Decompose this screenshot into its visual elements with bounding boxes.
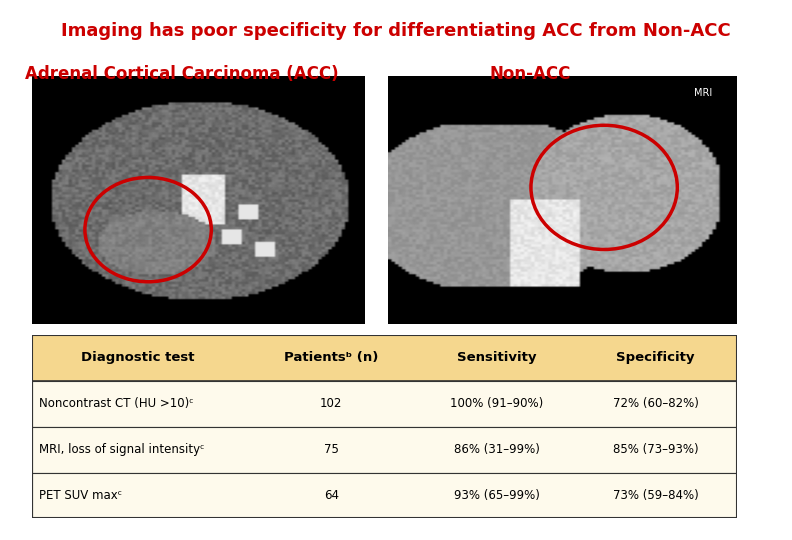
Text: MRI, loss of signal intensityᶜ: MRI, loss of signal intensityᶜ: [39, 443, 204, 456]
Text: 72% (60–82%): 72% (60–82%): [612, 397, 699, 410]
Text: MRI: MRI: [694, 88, 712, 98]
Text: Patientsᵇ (n): Patientsᵇ (n): [284, 351, 379, 364]
FancyBboxPatch shape: [32, 381, 737, 427]
Text: Specificity: Specificity: [616, 351, 695, 364]
Text: 73% (59–84%): 73% (59–84%): [613, 489, 699, 502]
Text: 75: 75: [324, 443, 339, 456]
FancyBboxPatch shape: [32, 335, 737, 381]
Text: Diagnostic test: Diagnostic test: [81, 351, 194, 364]
Text: Adrenal Cortical Carcinoma (ACC): Adrenal Cortical Carcinoma (ACC): [25, 65, 339, 83]
Text: 64: 64: [324, 489, 339, 502]
Text: Sensitivity: Sensitivity: [457, 351, 537, 364]
Text: 100% (91–90%): 100% (91–90%): [451, 397, 543, 410]
FancyBboxPatch shape: [32, 472, 737, 518]
Text: 102: 102: [320, 397, 342, 410]
Text: PET SUV maxᶜ: PET SUV maxᶜ: [39, 489, 122, 502]
Text: 85% (73–93%): 85% (73–93%): [613, 443, 699, 456]
Text: 93% (65–99%): 93% (65–99%): [454, 489, 540, 502]
Text: Non-ACC: Non-ACC: [490, 65, 571, 83]
FancyBboxPatch shape: [32, 427, 737, 472]
Text: Noncontrast CT (HU >10)ᶜ: Noncontrast CT (HU >10)ᶜ: [39, 397, 193, 410]
Text: 86% (31–99%): 86% (31–99%): [454, 443, 540, 456]
Text: Imaging has poor specificity for differentiating ACC from Non-ACC: Imaging has poor specificity for differe…: [61, 22, 731, 39]
